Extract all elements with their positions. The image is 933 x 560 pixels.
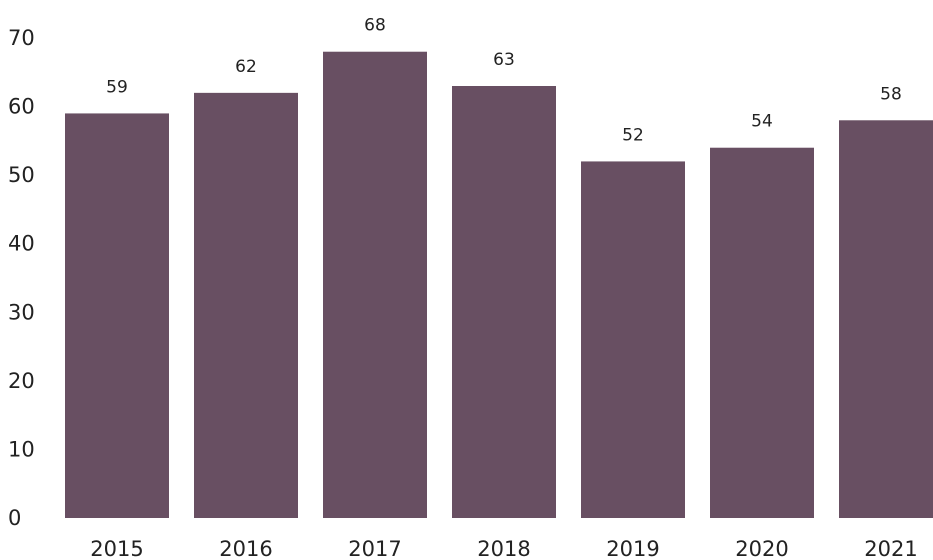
y-tick-label-50: 50 — [8, 163, 35, 187]
y-tick-label-30: 30 — [8, 300, 35, 324]
y-tick-label-0: 0 — [8, 506, 21, 530]
data-label-2021: 58 — [880, 84, 902, 104]
y-axis: 0 10 20 30 40 50 60 70 — [8, 26, 35, 530]
y-tick-label-20: 20 — [8, 369, 35, 393]
bar-2015 — [65, 113, 169, 518]
bar-2017 — [323, 51, 427, 518]
x-tick-label-2021: 2021 — [864, 537, 917, 560]
x-axis: 2015 2016 2017 2018 2019 2020 2021 — [90, 537, 917, 560]
data-label-2020: 54 — [751, 112, 773, 132]
x-tick-label-2018: 2018 — [477, 537, 530, 560]
bar-2016 — [194, 92, 298, 518]
bar-2021 — [839, 120, 933, 519]
x-tick-label-2016: 2016 — [219, 537, 272, 560]
x-tick-label-2019: 2019 — [606, 537, 659, 560]
bar-2020 — [710, 147, 814, 518]
data-label-2017: 68 — [364, 16, 386, 36]
y-tick-label-70: 70 — [8, 26, 35, 50]
x-tick-label-2020: 2020 — [735, 537, 788, 560]
data-label-2019: 52 — [622, 125, 644, 145]
y-tick-label-40: 40 — [8, 232, 35, 256]
data-label-2018: 63 — [493, 50, 515, 70]
bar-2018 — [452, 86, 556, 518]
data-labels-group: 59 62 68 63 52 54 58 — [106, 16, 902, 146]
y-tick-label-60: 60 — [8, 95, 35, 119]
x-tick-label-2015: 2015 — [90, 537, 143, 560]
data-label-2016: 62 — [235, 57, 257, 77]
bar-2019 — [581, 161, 685, 518]
bars-group — [65, 51, 933, 519]
y-tick-label-10: 10 — [8, 437, 35, 461]
data-label-2015: 59 — [106, 77, 128, 97]
x-tick-label-2017: 2017 — [348, 537, 401, 560]
